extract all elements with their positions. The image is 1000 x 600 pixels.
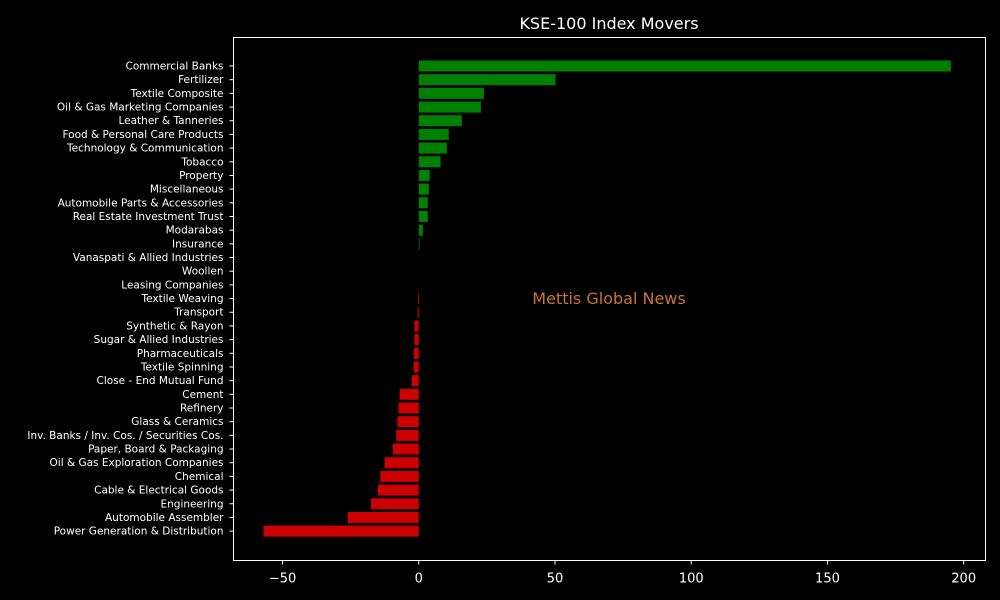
category-label-4: Leather & Tanneries — [118, 115, 223, 127]
bar-30 — [380, 470, 419, 482]
bar-34 — [263, 525, 419, 537]
category-label-28: Paper, Board & Packaging — [88, 444, 223, 456]
category-label-25: Refinery — [180, 403, 224, 415]
bar-32 — [371, 498, 419, 510]
watermark-text: Mettis Global News — [532, 289, 685, 308]
bar-19 — [414, 320, 419, 332]
bar-10 — [418, 197, 428, 209]
category-label-13: Insurance — [172, 238, 224, 250]
category-label-1: Fertilizer — [178, 74, 224, 86]
x-tick-label-5: 200 — [951, 572, 976, 587]
bar-27 — [396, 429, 419, 441]
category-label-9: Miscellaneous — [150, 184, 224, 196]
x-tick-label-4: 150 — [815, 572, 840, 587]
category-label-29: Oil & Gas Exploration Companies — [50, 457, 224, 469]
bar-26 — [397, 416, 419, 428]
category-label-5: Food & Personal Care Products — [62, 129, 223, 141]
category-label-17: Textile Weaving — [141, 293, 224, 305]
bar-29 — [384, 457, 419, 469]
bar-18 — [417, 306, 419, 318]
category-label-21: Pharmaceuticals — [137, 348, 224, 360]
category-label-14: Vanaspati & Allied Industries — [73, 252, 224, 264]
bar-8 — [418, 169, 430, 181]
category-label-20: Sugar & Allied Industries — [94, 334, 224, 346]
category-label-34: Power Generation & Distribution — [54, 526, 224, 538]
category-label-33: Automobile Assembler — [105, 512, 224, 524]
bar-1 — [418, 74, 556, 86]
bar-25 — [398, 402, 419, 414]
bar-9 — [418, 183, 429, 195]
category-label-11: Real Estate Investment Trust — [73, 211, 224, 223]
category-label-16: Leasing Companies — [121, 279, 223, 291]
category-label-10: Automobile Parts & Accessories — [58, 197, 224, 209]
category-label-8: Property — [179, 170, 223, 182]
bar-12 — [418, 224, 423, 236]
bar-5 — [418, 128, 449, 140]
bar-24 — [399, 388, 419, 400]
bar-3 — [418, 101, 481, 113]
bar-21 — [413, 347, 419, 359]
bar-11 — [418, 210, 428, 222]
bar-4 — [418, 115, 462, 127]
x-tick-label-2: 50 — [547, 572, 564, 587]
bar-22 — [413, 361, 419, 373]
category-label-31: Cable & Electrical Goods — [94, 485, 223, 497]
chart-title: KSE-100 Index Movers — [519, 14, 698, 33]
category-label-7: Tobacco — [180, 156, 223, 168]
category-label-12: Modarabas — [166, 225, 224, 237]
category-label-22: Textile Spinning — [140, 361, 224, 373]
category-label-23: Close - End Mutual Fund — [97, 375, 224, 387]
x-tick-label-3: 100 — [679, 572, 704, 587]
bar-17 — [417, 293, 419, 305]
category-label-27: Inv. Banks / Inv. Cos. / Securities Cos. — [27, 430, 223, 442]
category-label-15: Woollen — [182, 266, 224, 278]
category-label-6: Technology & Communication — [66, 143, 223, 155]
bar-2 — [418, 87, 484, 99]
category-label-19: Synthetic & Rayon — [126, 320, 223, 332]
bar-20 — [414, 334, 419, 346]
category-label-3: Oil & Gas Marketing Companies — [57, 102, 224, 114]
category-label-26: Glass & Ceramics — [131, 416, 223, 428]
bar-0 — [418, 60, 951, 72]
x-tick-label-0: −50 — [269, 572, 296, 587]
bar-23 — [411, 375, 419, 387]
x-tick-label-1: 0 — [415, 572, 423, 587]
bar-6 — [418, 142, 447, 154]
x-axis: −50 0 50 100 150 200 — [269, 560, 976, 587]
bar-28 — [392, 443, 419, 455]
bar-13 — [418, 238, 420, 250]
category-label-24: Cement — [182, 389, 223, 401]
bar-33 — [347, 511, 419, 523]
category-label-32: Engineering — [161, 498, 224, 510]
bar-31 — [377, 484, 419, 496]
bars-group — [263, 60, 951, 537]
category-label-0: Commercial Banks — [126, 61, 224, 73]
bar-7 — [418, 156, 441, 168]
category-label-2: Textile Composite — [130, 88, 224, 100]
category-label-30: Chemical — [175, 471, 224, 483]
category-label-18: Transport — [173, 307, 223, 319]
